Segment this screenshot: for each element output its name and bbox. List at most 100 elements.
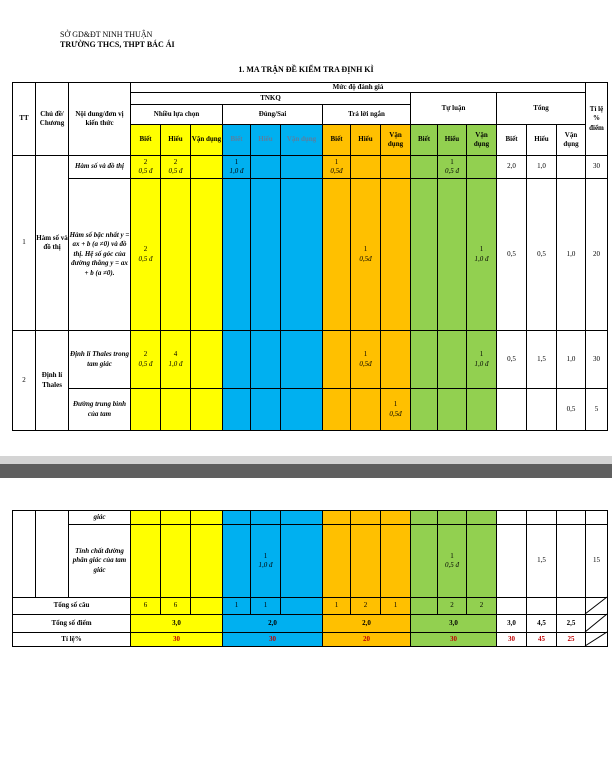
department: SỞ GD&ĐT NINH THUẬN xyxy=(60,30,153,39)
summary-total: 30 xyxy=(496,632,527,647)
cell-text: 15 xyxy=(593,556,600,565)
total-cell xyxy=(556,524,586,598)
head-level: Vận dụng xyxy=(190,124,223,156)
cell-text: 0,5 đ xyxy=(138,254,153,263)
cell-text: 1 xyxy=(22,238,26,247)
cell-text: giác xyxy=(93,512,106,521)
summary-group: 2,0 xyxy=(222,614,323,633)
cell-text: 25 xyxy=(567,634,575,643)
level-cell xyxy=(322,510,351,525)
cell-text: 2 xyxy=(363,601,368,610)
cell-text: 0,5 xyxy=(537,249,546,258)
level-cell: 1 1,0 đ xyxy=(466,178,497,331)
summary-cell: 1 xyxy=(322,597,351,615)
level-cell xyxy=(250,330,281,389)
cell-text: 1 xyxy=(479,245,484,254)
head-ratio: Tỉ lệ % điểm xyxy=(585,82,608,156)
content: Định lí Thales trong tam giác xyxy=(68,330,131,389)
cell-text: Hàm số bậc nhất y = ax + b (a ≠0) và đồ … xyxy=(69,230,130,277)
level-cell xyxy=(322,178,351,331)
head-content: Nội dung/đơn vị kiến thức xyxy=(68,82,131,156)
cell-text: Hiểu xyxy=(258,135,273,144)
level-cell: 1 1,0 đ xyxy=(466,330,497,389)
topic: Định lí Thales xyxy=(35,330,69,431)
page-gap xyxy=(0,456,612,464)
head-level: Biết xyxy=(322,124,351,156)
level-cell: 4 1,0 đ xyxy=(160,330,191,389)
content: Đường trung bình của tam xyxy=(68,388,131,431)
cell-text: TT xyxy=(19,114,29,123)
level-cell xyxy=(466,155,497,179)
total-cell: 0,5 xyxy=(556,388,586,431)
cell-text: Hiểu xyxy=(444,135,460,144)
cell-text: Biết xyxy=(330,135,343,144)
level-cell: 1 0,5đ xyxy=(350,330,381,389)
cell-text: 2 xyxy=(173,157,178,166)
level-cell xyxy=(250,178,281,331)
level-cell xyxy=(380,524,411,598)
head-level: Vận dụng xyxy=(556,124,586,156)
cell-text: 0,5đ xyxy=(359,254,372,263)
cell-text: Biết xyxy=(417,135,431,144)
cell-text: 1 xyxy=(363,350,368,359)
level-cell xyxy=(437,330,467,389)
cell-text: 2,0 xyxy=(362,618,371,627)
summary-label: Tổng số điểm xyxy=(12,614,131,633)
summary-total: 25 xyxy=(556,632,586,647)
total-cell: 1,0 xyxy=(556,178,586,331)
cell-text: Hiểu xyxy=(168,135,183,144)
cell-text: 1,0 đ xyxy=(474,254,489,263)
level-cell xyxy=(190,155,223,179)
summary-group: 30 xyxy=(410,632,497,647)
cell-text: 1,0 đ xyxy=(258,561,273,569)
level-cell xyxy=(280,510,323,525)
cell-text: Hàm số và đồ thị xyxy=(36,233,68,251)
level-cell xyxy=(190,524,223,598)
level-cell: 2 0,5 đ xyxy=(130,155,161,179)
total-cell: 2,0 xyxy=(496,155,527,179)
summary-ratio xyxy=(585,614,608,633)
summary-label: Tỉ lệ% xyxy=(12,632,131,647)
total-cell xyxy=(496,388,527,431)
cell-text: 0,5 xyxy=(507,249,516,258)
head-group: Nhiều lựa chọn xyxy=(130,104,223,125)
topic: Hàm số và đồ thị xyxy=(35,155,69,331)
cell-text: Hiểu xyxy=(534,135,549,144)
cell-text: 1 xyxy=(393,601,398,610)
cell-text: 20 xyxy=(593,249,600,258)
level-cell xyxy=(190,178,223,331)
level-cell: 1 0,5đ xyxy=(350,178,381,331)
cell-text: 2,0 xyxy=(507,162,516,171)
cell-text: 0,5đ xyxy=(330,167,343,175)
head-topic: Chủ đề/ Chương xyxy=(35,82,69,156)
cell-text: Vận dụng xyxy=(387,130,404,148)
cell-text: Định lí Thales xyxy=(41,371,63,389)
level-cell xyxy=(410,178,438,331)
total-cell xyxy=(496,510,527,525)
summary-total: 4,5 xyxy=(526,614,557,633)
summary-ratio xyxy=(585,597,608,615)
level-cell xyxy=(410,155,438,179)
cell-text: Mức độ đánh giá xyxy=(332,82,384,91)
title: 1. MA TRẬN ĐỀ KIỂM TRA ĐỊNH KÌ xyxy=(238,65,374,74)
cell-text: 1 xyxy=(479,350,484,359)
summary-cell: 1 xyxy=(250,597,281,615)
summary-cell: 6 xyxy=(130,597,161,615)
level-cell xyxy=(160,388,191,431)
cell-text: 1,5 xyxy=(537,354,546,363)
summary-group: 2,0 xyxy=(322,614,411,633)
content: Hàm số bậc nhất y = ax + b (a ≠0) và đồ … xyxy=(68,178,131,331)
head-group: Trả lời ngắn xyxy=(322,104,411,125)
cell-text: Nội dung/đơn vị kiến thức xyxy=(75,109,124,127)
level-cell: 1 0,5đ xyxy=(380,388,411,431)
cell-text: Đường trung bình của tam xyxy=(72,400,127,418)
cell-text: 1 xyxy=(450,157,454,166)
level-cell xyxy=(280,178,323,331)
cell-text: 3,0 xyxy=(172,618,181,627)
level-cell xyxy=(437,388,467,431)
level-cell: 1 0,5đ xyxy=(322,155,351,179)
summary-label: Tổng số câu xyxy=(12,597,131,615)
cell-text: 1,0 xyxy=(566,354,576,363)
cell-text: 1,0 xyxy=(537,162,546,171)
content: Hàm số và đồ thị xyxy=(68,155,131,179)
